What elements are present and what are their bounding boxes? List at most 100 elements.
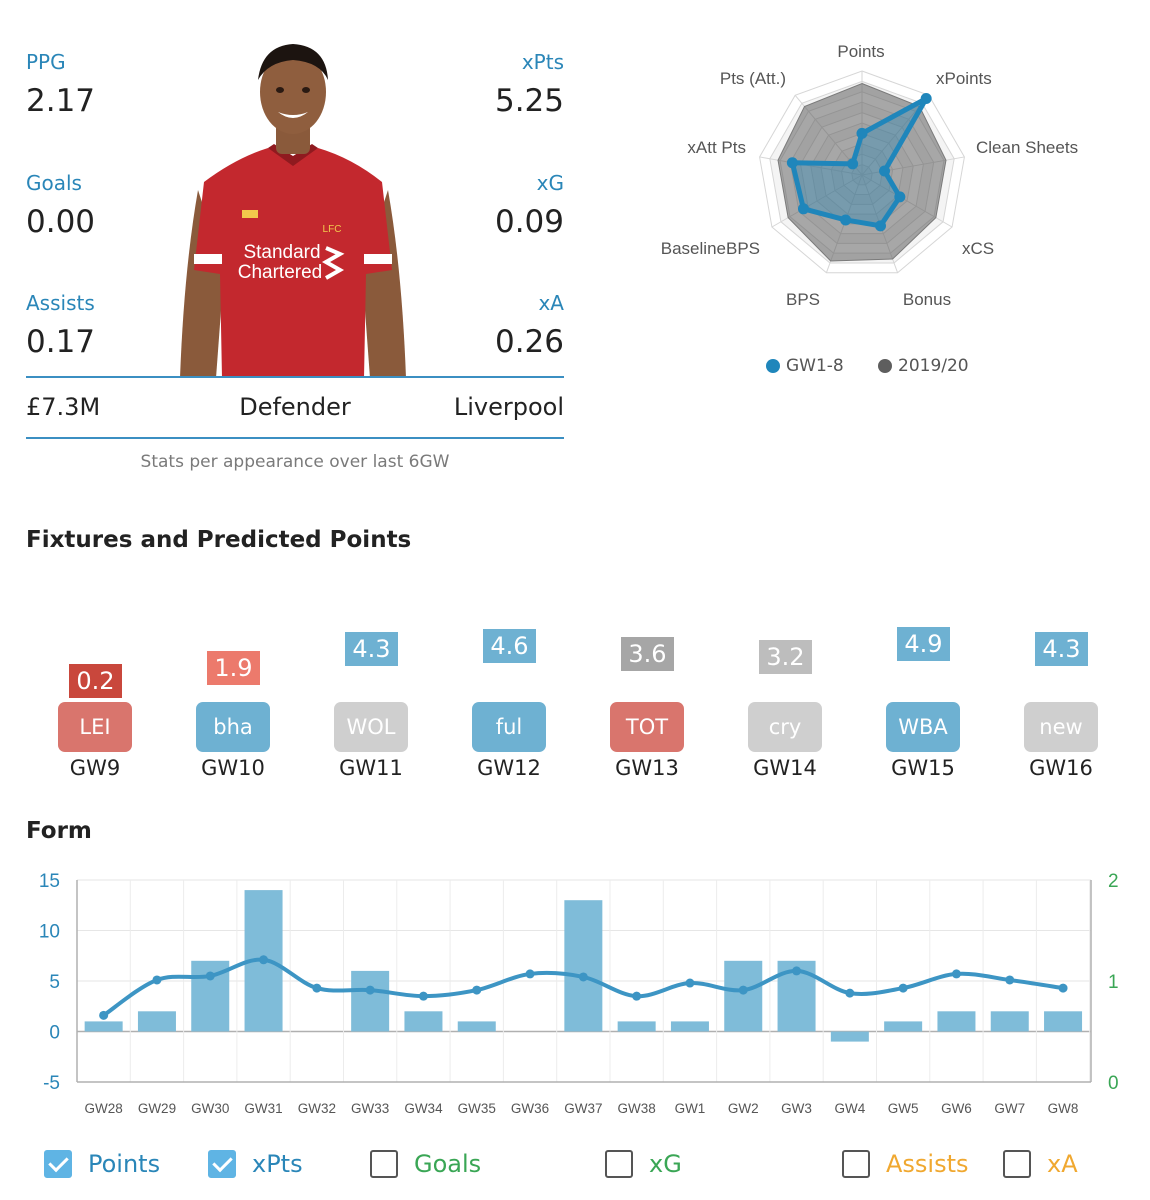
gameweek-label: GW16 — [1029, 756, 1093, 780]
legend-label-gw: GW1-8 — [786, 356, 844, 376]
radar-area-season — [777, 82, 947, 262]
form-bar-gw29 — [137, 1011, 176, 1032]
form-chart-xpts-line — [99, 955, 1068, 1020]
radar-point-gw — [920, 93, 932, 105]
form-bar-gw35 — [457, 1021, 496, 1032]
player-team: Liverpool — [453, 393, 564, 421]
gameweek-label: GW9 — [69, 756, 121, 780]
checkbox-icon[interactable] — [605, 1150, 633, 1178]
xpts-point-gw28 — [99, 1010, 109, 1020]
form-bar-gw33 — [351, 970, 390, 1032]
legend-item-gw[interactable]: GW1-8 — [766, 356, 844, 376]
toggle-label: Goals — [414, 1150, 482, 1178]
radar-point-gw — [874, 220, 886, 232]
divider-top — [26, 376, 564, 378]
x-tick-label: GW6 — [941, 1101, 972, 1116]
radar-axis-label: BPS — [786, 290, 820, 309]
assists-label: Assists — [26, 291, 95, 315]
x-tick-label: GW31 — [244, 1101, 282, 1116]
form-chart-ticks: -5 0 5 10 15 0 1 2 GW28 GW29 GW30 GW31 GW32 GW33 GW34 G… — [39, 871, 1119, 1116]
toggle-label: Points — [88, 1150, 161, 1178]
toggle-goals[interactable]: Goals — [370, 1150, 481, 1178]
y-tick-label: -5 — [43, 1073, 60, 1094]
goals-label: Goals — [26, 171, 82, 195]
x-tick-label: GW1 — [675, 1101, 706, 1116]
opponent-badge[interactable]: TOT — [610, 702, 684, 752]
xpts-point-gw7 — [1005, 975, 1015, 985]
x-tick-label: GW36 — [511, 1101, 549, 1116]
radar-axis-label: Bonus — [903, 290, 951, 309]
player-position: Defender — [239, 393, 351, 421]
toggle-label: xPts — [252, 1150, 303, 1178]
xpts-point-gw1 — [685, 978, 695, 988]
shirt-sponsor-line1: Standard — [243, 242, 320, 263]
opponent-badge[interactable]: cry — [748, 702, 822, 752]
xpts-point-gw31 — [259, 955, 269, 965]
legend-item-season[interactable]: 2019/20 — [878, 356, 969, 376]
x-tick-label: GW33 — [351, 1101, 389, 1116]
radar-axis-label: Clean Sheets — [976, 138, 1078, 157]
toggle-label: xG — [649, 1150, 682, 1178]
x-tick-label: GW5 — [888, 1101, 919, 1116]
shirt-sponsor-line2: Chartered — [238, 262, 323, 283]
radar-axis-labels: Points xPoints Clean Sheets xCS Bonus BPS Base… — [661, 42, 1078, 309]
checkbox-icon[interactable] — [208, 1150, 236, 1178]
xpts-label: xPts — [521, 50, 564, 74]
radar-axis-label: xPoints — [936, 69, 992, 88]
assists-value: 0.17 — [26, 324, 96, 360]
form-chart: -5 0 5 10 15 0 1 2 GW28 GW29 GW30 GW31 GW32 GW33 GW34 G… — [39, 871, 1119, 1116]
radar-chart: Points xPoints Clean Sheets xCS Bonus BPS Base… — [661, 42, 1078, 309]
xpts-point-gw2 — [738, 985, 748, 995]
goals-value: 0.00 — [26, 204, 96, 240]
toggle-xpts[interactable]: xPts — [208, 1150, 303, 1178]
form-bar-gw38 — [617, 1021, 656, 1032]
radar-point-gw — [847, 158, 859, 170]
xpts-point-gw34 — [418, 991, 428, 1001]
radar-point-gw — [894, 191, 906, 203]
player-price: £7.3M — [26, 393, 101, 421]
legend-label-season: 2019/20 — [898, 356, 969, 376]
predicted-points-badge: 1.9 — [207, 650, 260, 685]
xpts-point-gw32 — [312, 983, 322, 993]
checkbox-icon[interactable] — [1003, 1150, 1031, 1178]
radar-axis-label: Pts (Att.) — [720, 69, 786, 88]
xg-label: xG — [536, 171, 564, 195]
y-tick-label: 10 — [39, 922, 60, 943]
toggle-assists[interactable]: Assists — [842, 1150, 969, 1178]
x-tick-label: GW4 — [834, 1101, 865, 1116]
predicted-points-badge: 4.6 — [483, 629, 536, 664]
toggle-xg[interactable]: xG — [605, 1150, 682, 1178]
toggle-label: Assists — [886, 1150, 969, 1178]
stats-caption: Stats per appearance over last 6GW — [140, 452, 450, 472]
x-tick-label: GW2 — [728, 1101, 759, 1116]
radar-axis-label: xAtt Pts — [687, 138, 746, 157]
opponent-badge[interactable]: WBA — [886, 702, 960, 752]
toggle-label: xA — [1047, 1150, 1078, 1178]
opponent-badge[interactable]: new — [1024, 702, 1098, 752]
radar-axis-label: BaselineBPS — [661, 239, 760, 258]
opponent-badge[interactable]: bha — [196, 702, 270, 752]
gameweek-label: GW12 — [477, 756, 541, 780]
radar-point-gw — [879, 165, 891, 177]
checkbox-icon[interactable] — [842, 1150, 870, 1178]
checkbox-icon[interactable] — [44, 1150, 72, 1178]
form-bar-gw4 — [830, 1031, 869, 1042]
toggle-xa[interactable]: xA — [1003, 1150, 1078, 1178]
predicted-points-badge: 0.2 — [69, 664, 122, 699]
opponent-badge[interactable]: WOL — [334, 702, 408, 752]
x-tick-label: GW29 — [138, 1101, 176, 1116]
radar-axis-label: Points — [837, 42, 884, 61]
opponent-badge[interactable]: LEI — [58, 702, 132, 752]
toggle-points[interactable]: Points — [44, 1150, 160, 1178]
form-bar-gw2 — [724, 960, 763, 1032]
checkbox-icon[interactable] — [370, 1150, 398, 1178]
predicted-points-badge: 3.6 — [621, 637, 674, 672]
x-tick-label: GW37 — [564, 1101, 602, 1116]
opponent-badge[interactable]: ful — [472, 702, 546, 752]
predicted-points-badge: 4.9 — [897, 626, 950, 661]
divider-bottom — [26, 437, 564, 439]
shirt-crest: LFC — [323, 224, 342, 235]
xpts-point-gw36 — [525, 969, 535, 979]
x-tick-label: GW7 — [994, 1101, 1025, 1116]
form-bar-gw34 — [404, 1011, 443, 1032]
